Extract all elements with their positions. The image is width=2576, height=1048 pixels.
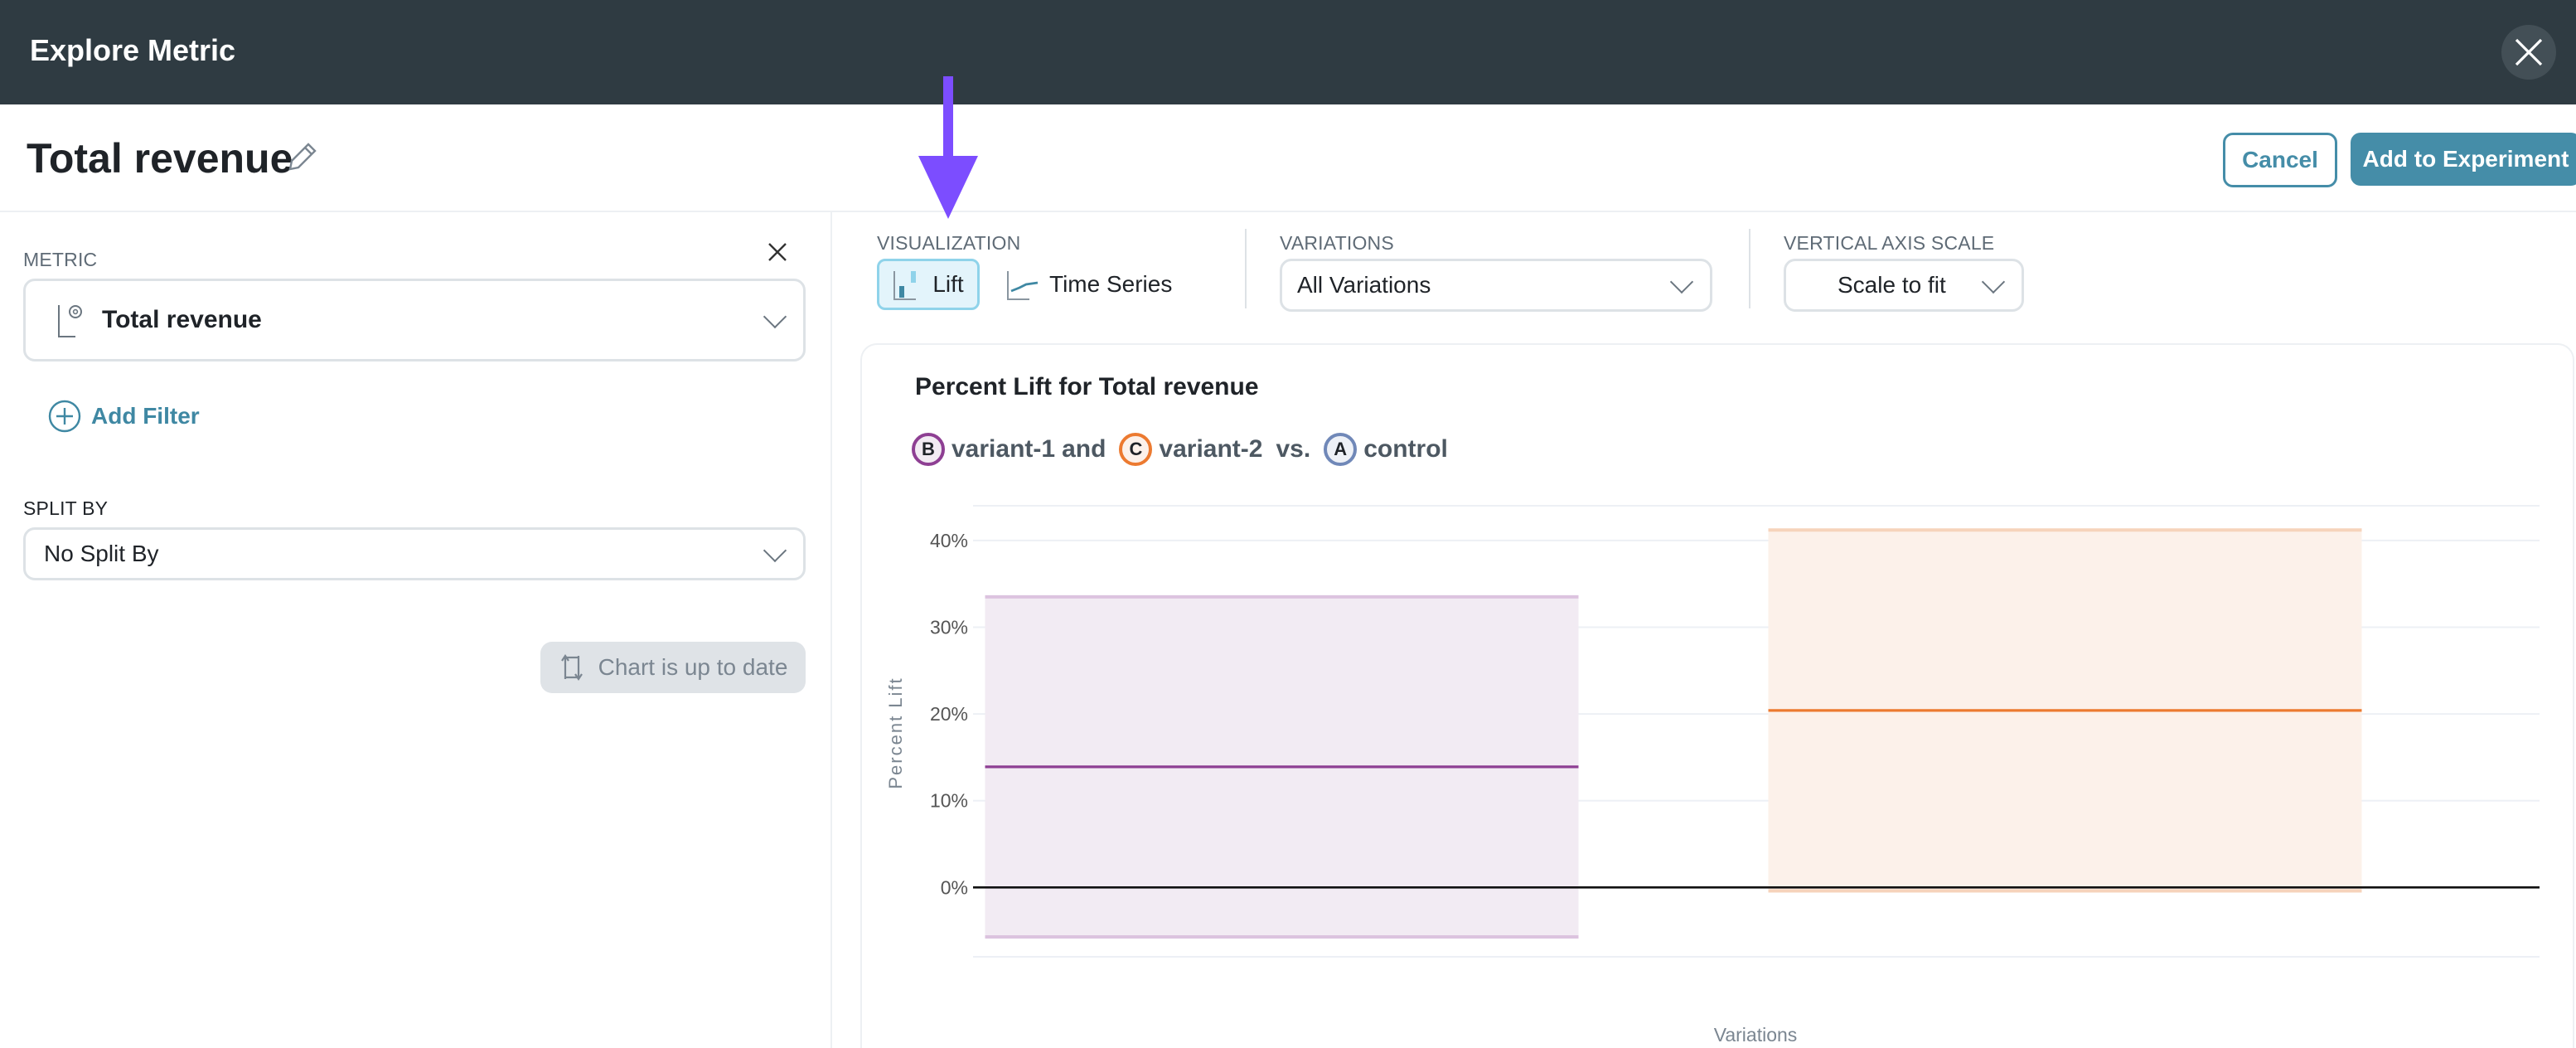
metric-gear-icon bbox=[58, 305, 82, 337]
divider bbox=[1245, 229, 1247, 308]
visualization-label: VISUALIZATION bbox=[877, 232, 1021, 254]
variations-select[interactable]: All Variations bbox=[1280, 259, 1712, 312]
split-by-label: SPLIT BY bbox=[23, 497, 109, 519]
add-filter-button[interactable]: Add Filter bbox=[48, 400, 200, 433]
chart-title: Percent Lift for Total revenue bbox=[915, 373, 1259, 400]
metric-select[interactable]: Total revenue bbox=[23, 279, 806, 361]
y-tick-label: 0% bbox=[941, 876, 968, 898]
y-tick-label: 10% bbox=[930, 790, 968, 812]
lift-chart-icon bbox=[893, 271, 917, 300]
modal-header: Explore Metric bbox=[0, 0, 2576, 104]
add-to-experiment-button[interactable]: Add to Experiment bbox=[2351, 133, 2576, 186]
time-series-label: Time Series bbox=[1049, 271, 1173, 297]
chart-legend: B variant-1 and C variant-2 vs. A contro… bbox=[912, 433, 1448, 466]
time-series-icon bbox=[1007, 271, 1039, 300]
close-button[interactable] bbox=[2501, 25, 2556, 80]
legend-control: control bbox=[1363, 435, 1448, 463]
metric-select-value: Total revenue bbox=[102, 306, 262, 333]
metric-name-title: Total revenue bbox=[27, 135, 293, 182]
axis-scale-select[interactable]: Scale to fit bbox=[1784, 259, 2024, 312]
legend-vs: vs. bbox=[1276, 435, 1311, 463]
cancel-button[interactable]: Cancel bbox=[2223, 133, 2337, 187]
y-tick-label: 20% bbox=[930, 703, 968, 725]
y-tick-label: 30% bbox=[930, 616, 968, 638]
lift-label: Lift bbox=[932, 271, 964, 297]
refresh-chart-button[interactable]: Chart is up to date bbox=[540, 642, 806, 693]
variant-c-badge: C bbox=[1119, 433, 1153, 466]
variations-value: All Variations bbox=[1297, 272, 1431, 298]
add-filter-label: Add Filter bbox=[91, 403, 200, 429]
legend-and: and bbox=[1062, 435, 1106, 463]
variant-b-badge: B bbox=[912, 433, 945, 466]
legend-variant-c: variant-2 bbox=[1159, 435, 1263, 463]
legend-variant-b: variant-1 bbox=[951, 435, 1056, 463]
x-axis-label: Variations bbox=[1714, 1024, 1798, 1046]
time-series-toggle[interactable]: Time Series bbox=[1006, 259, 1172, 310]
variations-label: VARIATIONS bbox=[1280, 232, 1394, 254]
lift-toggle[interactable]: Lift bbox=[877, 259, 980, 310]
control-badge: A bbox=[1324, 433, 1358, 466]
annotation-arrow-icon bbox=[918, 76, 978, 219]
remove-metric-icon[interactable] bbox=[766, 240, 789, 264]
refresh-label: Chart is up to date bbox=[598, 654, 788, 680]
split-by-value: No Split By bbox=[44, 541, 159, 566]
plus-circle-icon bbox=[48, 400, 81, 433]
modal-title: Explore Metric bbox=[30, 33, 236, 67]
close-icon bbox=[2515, 38, 2543, 66]
y-axis-label: Percent Lift bbox=[885, 677, 906, 788]
divider bbox=[0, 211, 2576, 212]
y-tick-label: 40% bbox=[930, 530, 968, 551]
divider bbox=[830, 212, 832, 1048]
refresh-icon bbox=[560, 654, 583, 681]
edit-pencil-icon[interactable] bbox=[285, 141, 318, 174]
split-by-select[interactable]: No Split By bbox=[23, 527, 806, 580]
axis-scale-label: VERTICAL AXIS SCALE bbox=[1784, 232, 1995, 254]
chart-card bbox=[860, 343, 2574, 1048]
axis-scale-value: Scale to fit bbox=[1838, 272, 1946, 298]
divider bbox=[1749, 229, 1750, 308]
metric-label: METRIC bbox=[23, 249, 98, 270]
